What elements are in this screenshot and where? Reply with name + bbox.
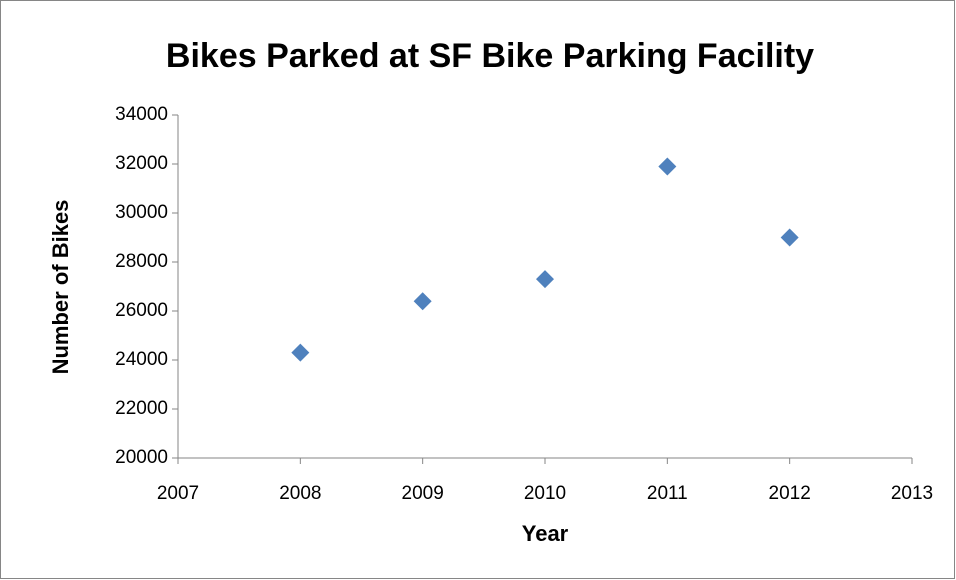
scatter-point — [291, 343, 310, 362]
y-tick-label: 20000 — [115, 447, 168, 468]
y-tick-label: 26000 — [115, 300, 168, 321]
x-axis-label: Year — [522, 521, 569, 546]
y-tick-label: 34000 — [115, 104, 168, 125]
y-tick-label: 28000 — [115, 251, 168, 272]
scatter-point — [780, 228, 799, 247]
x-tick-label: 2007 — [157, 483, 199, 504]
x-tick-label: 2008 — [279, 483, 321, 504]
scatter-point — [536, 270, 554, 289]
y-tick-label: 22000 — [115, 398, 168, 419]
x-tick-label: 2010 — [524, 483, 566, 504]
y-tick-label: 30000 — [115, 202, 168, 223]
chart-title: Bikes Parked at SF Bike Parking Facility — [166, 37, 814, 75]
y-axis-label: Number of Bikes — [48, 200, 73, 375]
scatter-point — [658, 157, 677, 176]
y-tick-label: 24000 — [115, 349, 168, 370]
x-tick-label: 2011 — [647, 483, 688, 504]
x-tick-label: 2009 — [402, 483, 444, 504]
scatter-point — [413, 292, 432, 311]
x-tick-label: 2013 — [891, 483, 933, 504]
x-tick-label: 2012 — [769, 483, 811, 504]
y-tick-label: 32000 — [115, 153, 168, 174]
